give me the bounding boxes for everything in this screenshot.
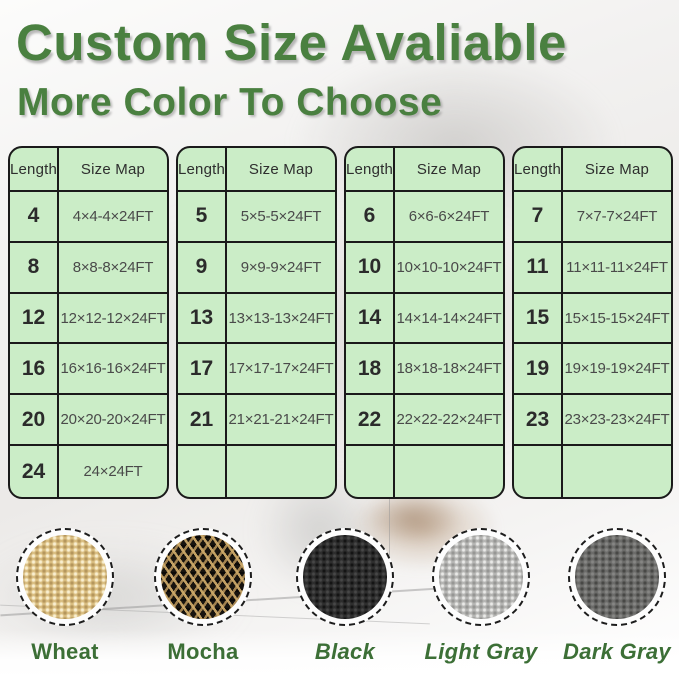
size-tables: Length Size Map 4 4×4-4×24FT 8 8×8-8×24FT 12 12… xyxy=(8,146,673,499)
length-cell: 16 xyxy=(10,344,59,396)
swatch-light-gray: Light Gray xyxy=(411,528,551,665)
column-header-size-map: Size Map xyxy=(395,148,503,192)
size-map-cell: 9×9-9×24FT xyxy=(227,243,335,294)
length-cell: 20 xyxy=(10,395,59,447)
size-map-cell: 7×7-7×24FT xyxy=(563,192,671,243)
length-cell: 23 xyxy=(514,395,563,447)
size-map-cell: 23×23-23×24FT xyxy=(563,395,671,447)
length-cell: 15 xyxy=(514,293,563,345)
size-map-cell: 24×24FT xyxy=(83,463,143,481)
size-map-cell: 16×16-16×24FT xyxy=(59,344,167,396)
size-map-cell: 15×15-15×24FT xyxy=(563,294,671,345)
size-map-cell: 17×17-17×24FT xyxy=(227,344,335,396)
length-cell: 19 xyxy=(514,344,563,396)
page-subtitle: More Color To Choose xyxy=(17,81,443,124)
size-table-4: Length Size Map 7 7×7-7×24FT 11 11×11-11×24FT… xyxy=(512,146,673,499)
column-header-size-map: Size Map xyxy=(59,148,167,192)
size-table-1: Length Size Map 4 4×4-4×24FT 8 8×8-8×24FT 12 12… xyxy=(8,146,169,499)
length-cell: 17 xyxy=(178,344,227,396)
dark-gray-fabric-texture xyxy=(575,535,659,619)
length-cell: 14 xyxy=(346,293,395,345)
length-cell: 4 xyxy=(10,192,59,243)
light-gray-fabric-circle xyxy=(432,528,530,626)
black-fabric-circle xyxy=(296,528,394,626)
swatch-wheat: Wheat xyxy=(0,528,135,665)
mocha-fabric-texture xyxy=(161,535,245,619)
column-header-length: Length xyxy=(10,148,59,192)
length-cell: 11 xyxy=(514,242,563,294)
size-map-cell: 5×5-5×24FT xyxy=(227,192,335,243)
length-cell: 18 xyxy=(346,344,395,396)
size-map-cell: 13×13-13×24FT xyxy=(227,294,335,345)
size-map-cell xyxy=(563,446,671,497)
column-header-length: Length xyxy=(514,148,563,192)
length-cell xyxy=(178,446,227,497)
size-map-cell: 4×4-4×24FT xyxy=(59,192,167,243)
size-map-cell: 10×10-10×24FT xyxy=(395,243,503,294)
length-cell xyxy=(514,446,563,497)
column-header-length: Length xyxy=(346,148,395,192)
length-cell: 22 xyxy=(346,395,395,447)
swatch-label-wheat: Wheat xyxy=(31,639,99,664)
size-map-cell: 21×21-21×24FT xyxy=(227,395,335,447)
length-cell: 7 xyxy=(514,192,563,243)
size-table-2: Length Size Map 5 5×5-5×24FT 9 9×9-9×24FT 13 13… xyxy=(176,146,337,499)
size-map-cell: 22×22-22×24FT xyxy=(395,395,503,447)
black-fabric-texture xyxy=(303,535,387,619)
size-map-cell: 12×12-12×24FT xyxy=(59,294,167,345)
swatch-label-dark-gray: Dark Gray xyxy=(563,639,671,664)
size-map-cell: 20×20-20×24FT xyxy=(59,395,167,447)
size-map-cell xyxy=(395,446,503,497)
length-cell: 13 xyxy=(178,293,227,345)
wheat-fabric-circle xyxy=(16,528,114,626)
size-map-cell xyxy=(227,446,335,497)
size-map-cell: 11×11-11×24FT xyxy=(563,243,671,294)
mocha-fabric-circle xyxy=(154,528,252,626)
length-cell: 6 xyxy=(346,192,395,243)
wheat-fabric-texture xyxy=(23,535,107,619)
length-cell: 9 xyxy=(178,242,227,294)
swatch-label-light-gray: Light Gray xyxy=(424,639,538,664)
size-map-cell: 19×19-19×24FT xyxy=(563,344,671,396)
length-cell: 8 xyxy=(10,242,59,294)
size-map-cell: 14×14-14×24FT xyxy=(395,294,503,345)
swatch-black: Black xyxy=(275,528,415,665)
dark-gray-fabric-circle xyxy=(568,528,666,626)
length-cell: 21 xyxy=(178,395,227,447)
size-map-cell: 18×18-18×24FT xyxy=(395,344,503,396)
column-header-size-map: Size Map xyxy=(227,148,335,192)
size-map-cell: 6×6-6×24FT xyxy=(395,192,503,243)
length-cell: 10 xyxy=(346,242,395,294)
length-cell: 5 xyxy=(178,192,227,243)
column-header-size-map: Size Map xyxy=(563,148,671,192)
swatch-mocha: Mocha xyxy=(133,528,273,665)
swatch-dark-gray: Dark Gray xyxy=(547,528,679,665)
swatch-label-mocha: Mocha xyxy=(167,639,239,664)
page-title: Custom Size Avaliable xyxy=(16,14,567,71)
size-table-3: Length Size Map 6 6×6-6×24FT 10 10×10-10×24FT… xyxy=(344,146,505,499)
light-gray-fabric-texture xyxy=(439,535,523,619)
length-cell xyxy=(346,446,395,497)
swatch-label-black: Black xyxy=(314,639,376,664)
length-cell: 12 xyxy=(10,293,59,345)
size-map-cell: 8×8-8×24FT xyxy=(59,243,167,294)
column-header-length: Length xyxy=(178,148,227,192)
length-cell: 24 xyxy=(10,446,59,497)
